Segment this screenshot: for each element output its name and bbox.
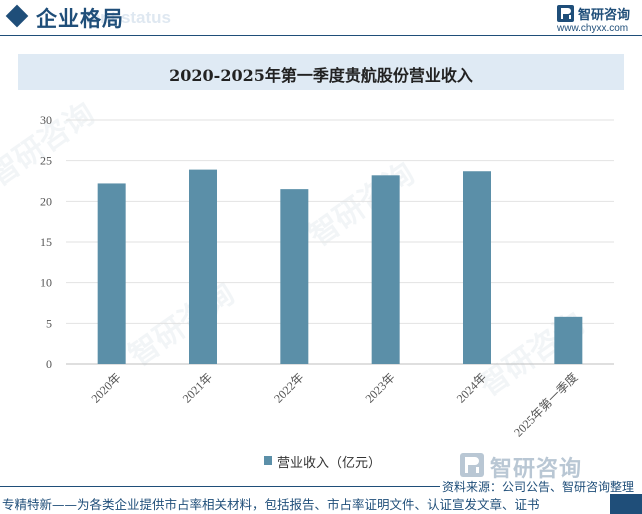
source-logo-name: 智研咨询 (490, 457, 583, 482)
header-divider (0, 35, 642, 36)
y-tick-label: 0 (46, 357, 52, 371)
bar (554, 316, 583, 364)
y-axis-ticks: 0 5 10 15 20 25 30 (40, 113, 52, 371)
x-tick-label: 2024年 (454, 370, 489, 405)
x-tick-label: 2020年 (88, 370, 123, 405)
bar (371, 175, 400, 364)
bar (97, 183, 126, 364)
footer-accent-bar (610, 494, 642, 514)
legend-swatch (264, 456, 272, 465)
legend-label: 营业收入（亿元） (277, 456, 382, 471)
x-tick-label: 2022年 (271, 370, 306, 405)
y-tick-label: 15 (40, 235, 52, 249)
bar (463, 171, 491, 364)
page-title: 企业格局 (36, 7, 124, 31)
source-logo-icon (460, 453, 484, 477)
page-header: ient status 企业格局 (0, 0, 642, 36)
y-tick-label: 30 (40, 113, 52, 127)
x-tick-label: 2025年第一季度 (510, 370, 580, 440)
brand-url: www.chyxx.com (557, 23, 629, 34)
bar (189, 169, 217, 364)
source-note: 资料来源：公司公告、智研咨询整理 (441, 480, 634, 494)
brand-logo-icon (557, 5, 574, 22)
x-tick-label: 2023年 (362, 370, 397, 405)
header-subtitle: ient status (86, 8, 172, 27)
chart-title: 2020-2025年第一季度贵航股份营业收入 (169, 66, 473, 85)
y-tick-label: 25 (40, 154, 52, 168)
bar (280, 189, 309, 364)
y-tick-label: 20 (40, 194, 52, 208)
footer-text: 专精特新——为各类企业提供市占率相关材料，包括报告、市占率证明文件、认证宣发文章… (2, 497, 540, 512)
grid-lines (66, 119, 614, 365)
brand-name: 智研咨询 (578, 8, 631, 23)
y-tick-label: 10 (40, 276, 52, 290)
brand-logo: 智研咨询 www.chyxx.com (557, 4, 637, 34)
bars (97, 169, 583, 364)
x-tick-label: 2021年 (180, 370, 215, 405)
chart-title-band: 2020-2025年第一季度贵航股份营业收入 (18, 54, 624, 90)
source-logo: 智研咨询 (460, 452, 630, 482)
footer-divider (0, 486, 440, 487)
x-axis-ticks: 2020年 2021年 2022年 2023年 2024年 2025年第一季度 (88, 370, 580, 440)
y-tick-label: 5 (46, 316, 52, 330)
